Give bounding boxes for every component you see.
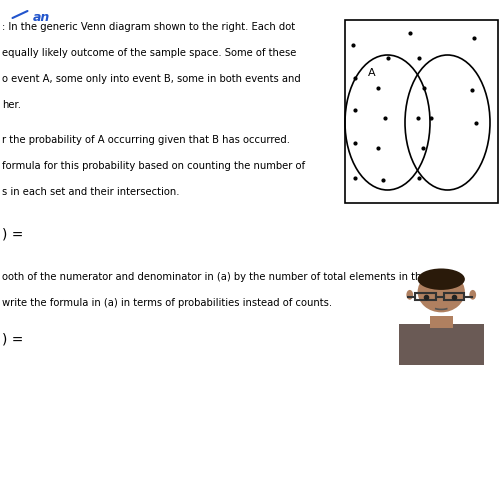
- Text: A: A: [368, 68, 375, 78]
- Ellipse shape: [406, 290, 413, 300]
- Text: equally likely outcome of the sample space. Some of these: equally likely outcome of the sample spa…: [2, 48, 297, 58]
- Text: : In the generic Venn diagram shown to the right. Each dot: : In the generic Venn diagram shown to t…: [2, 22, 296, 32]
- Bar: [345, 20, 498, 203]
- Text: write the formula in (a) in terms of probabilities instead of counts.: write the formula in (a) in terms of pro…: [2, 298, 332, 308]
- Text: formula for this probability based on counting the number of: formula for this probability based on co…: [2, 161, 306, 171]
- Ellipse shape: [470, 290, 476, 300]
- Ellipse shape: [418, 268, 465, 290]
- Text: ) =: ) =: [2, 228, 24, 241]
- FancyBboxPatch shape: [430, 316, 452, 328]
- Ellipse shape: [418, 272, 465, 312]
- Text: o event A, some only into event B, some in both events and: o event A, some only into event B, some …: [2, 74, 301, 84]
- Text: ) =: ) =: [2, 332, 24, 346]
- Text: ooth of the numerator and denominator in (a) by the number of total elements in : ooth of the numerator and denominator in…: [2, 272, 442, 282]
- Text: s in each set and their intersection.: s in each set and their intersection.: [2, 187, 180, 197]
- Text: r the probability of A occurring given that B has occurred.: r the probability of A occurring given t…: [2, 135, 290, 145]
- Text: an: an: [32, 11, 50, 24]
- FancyBboxPatch shape: [398, 324, 484, 365]
- Text: her.: her.: [2, 100, 22, 110]
